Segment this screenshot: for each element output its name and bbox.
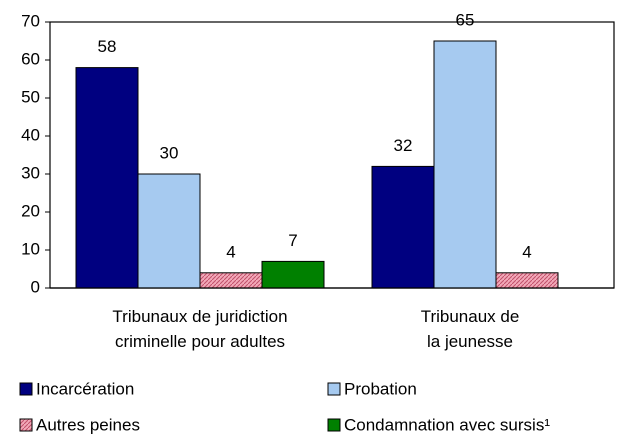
legend-swatch (19, 382, 33, 396)
y-tick-label: 50 (21, 87, 40, 106)
y-tick-label: 70 (21, 11, 40, 30)
bar (75, 67, 139, 289)
x-tick-label: Tribunaux de juridiction criminelle pour… (112, 307, 288, 351)
legend-label: Incarcération (36, 379, 134, 398)
value-label: 65 (456, 10, 475, 29)
legend-label: Probation (344, 379, 417, 398)
y-tick-label: 30 (21, 163, 40, 182)
legend-swatch (19, 418, 33, 432)
value-label: 58 (98, 37, 117, 56)
legend-swatch (327, 382, 341, 396)
bar (137, 173, 201, 289)
y-tick-label: 60 (21, 49, 40, 68)
bar (371, 165, 435, 289)
legend-swatch (327, 418, 341, 432)
y-tick-label: 10 (21, 239, 40, 258)
value-label: 7 (288, 231, 297, 250)
y-tick-label: 40 (21, 125, 40, 144)
bar (495, 272, 559, 289)
value-label: 32 (394, 136, 413, 155)
y-tick-label: 0 (31, 277, 40, 296)
x-tick-label: Tribunaux de la jeunesse (420, 307, 520, 351)
bar (433, 40, 497, 289)
legend-label: Condamnation avec sursis¹ (344, 415, 550, 434)
value-label: 4 (226, 242, 235, 261)
value-label: 4 (522, 242, 531, 261)
y-tick-label: 20 (21, 201, 40, 220)
value-label: 30 (160, 143, 179, 162)
bar (261, 260, 325, 289)
bar (199, 272, 263, 289)
legend-label: Autres peines (36, 415, 140, 434)
